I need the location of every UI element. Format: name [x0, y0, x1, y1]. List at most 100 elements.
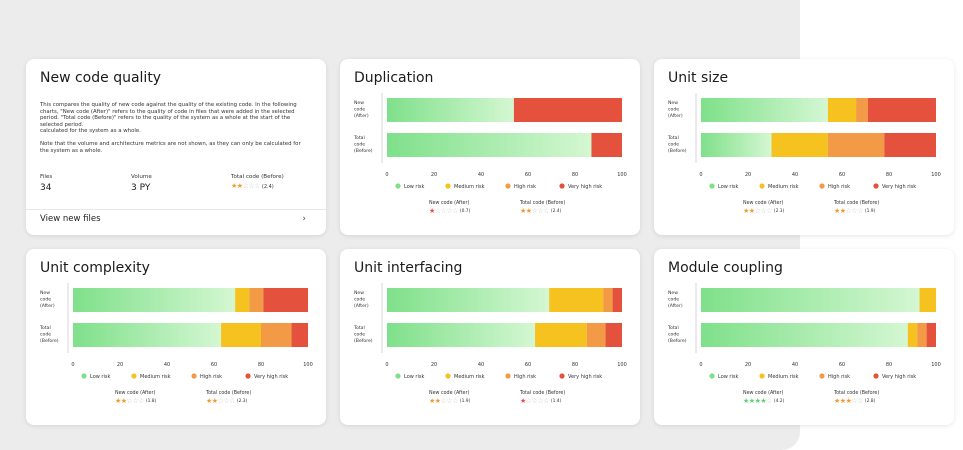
medium-risk-bar[interactable]: [919, 288, 936, 312]
files-label: Files: [40, 174, 53, 180]
star-empty-icon: ☆: [525, 397, 532, 405]
legend-label: Medium risk: [768, 184, 799, 190]
row-label: New: [40, 290, 50, 296]
medium-risk-bar[interactable]: [221, 323, 261, 347]
x-tick-label: 40: [792, 172, 798, 178]
x-tick-label: 80: [886, 362, 892, 368]
very-high-risk-bar[interactable]: [605, 323, 622, 347]
new-code-rating: New code (After) ★ ★ ☆ ☆ ☆ (1.8): [115, 391, 156, 405]
star-filled-icon: ★: [434, 397, 441, 405]
legend-label: Very high risk: [568, 374, 602, 380]
very-high-risk-bar[interactable]: [513, 98, 622, 122]
rating-label: New code (After): [429, 201, 470, 206]
star-empty-icon: ☆: [452, 397, 458, 405]
low-risk-bar[interactable]: [701, 98, 828, 122]
medium-risk-bar[interactable]: [235, 288, 250, 312]
row-label: code: [354, 142, 365, 148]
x-tick-label: 20: [745, 362, 751, 368]
star-empty-icon: ☆: [434, 207, 441, 215]
legend-label: High risk: [828, 184, 850, 190]
star-empty-icon: ☆: [851, 397, 858, 405]
medium-risk-bar[interactable]: [907, 323, 918, 347]
legend-label: High risk: [514, 184, 536, 190]
star-filled-icon: ★: [845, 397, 852, 405]
star-empty-icon: ☆: [531, 207, 538, 215]
low-risk-bar[interactable]: [387, 98, 514, 122]
star-filled-icon: ★: [231, 182, 237, 190]
unit-complexity-card: Unit complexity New code (After) Total code (B…: [26, 249, 326, 425]
view-new-files-link[interactable]: View new files: [40, 214, 101, 224]
high-risk-bar[interactable]: [917, 323, 927, 347]
star-filled-icon: ★: [520, 207, 526, 215]
very-high-risk-bar[interactable]: [884, 133, 936, 157]
x-tick-label: 100: [931, 172, 941, 178]
legend-swatch: [759, 183, 765, 189]
row-label: New: [668, 100, 678, 106]
high-risk-bar[interactable]: [856, 98, 868, 122]
x-tick-label: 20: [431, 172, 437, 178]
star-filled-icon: ★: [748, 397, 755, 405]
row-label: (After): [668, 303, 683, 309]
row-label: (After): [354, 113, 369, 119]
high-risk-bar[interactable]: [827, 133, 885, 157]
rating-score: (2.8): [864, 399, 876, 404]
very-high-risk-bar[interactable]: [612, 288, 622, 312]
medium-risk-bar[interactable]: [771, 133, 828, 157]
medium-risk-bar[interactable]: [535, 323, 587, 347]
high-risk-bar[interactable]: [603, 288, 613, 312]
star-filled-icon: ★: [743, 207, 749, 215]
star-rating: ★ ☆ ☆ ☆ ☆ (1.4): [520, 398, 565, 405]
total-code-rating: Total code (Before) ★ ★ ☆ ☆ ☆ (2.4): [520, 201, 565, 215]
star-filled-icon: ★: [236, 182, 243, 190]
star-filled-icon: ★: [525, 207, 532, 215]
low-risk-bar[interactable]: [387, 288, 550, 312]
high-risk-bar[interactable]: [249, 288, 264, 312]
low-risk-bar[interactable]: [701, 323, 908, 347]
medium-risk-bar[interactable]: [549, 288, 604, 312]
legend-label: Medium risk: [140, 374, 171, 380]
star-rating: ★ ★ ☆ ☆ ☆ (1.8): [115, 398, 156, 405]
new-code-rating: New code (After) ★ ★ ☆ ☆ ☆ (1.9): [429, 391, 470, 405]
x-tick-label: 20: [431, 362, 437, 368]
high-risk-bar[interactable]: [261, 323, 292, 347]
rating-label: New code (After): [743, 391, 784, 396]
legend-label: High risk: [828, 374, 850, 380]
low-risk-bar[interactable]: [701, 288, 920, 312]
star-filled-icon: ★: [834, 397, 840, 405]
star-filled-icon: ★: [429, 397, 435, 405]
star-empty-icon: ☆: [446, 397, 453, 405]
x-tick-label: 40: [164, 362, 170, 368]
star-empty-icon: ☆: [537, 207, 544, 215]
star-rating: ★ ★ ★ ☆ ☆ (2.8): [834, 398, 879, 405]
low-risk-bar[interactable]: [387, 323, 536, 347]
rating-label: Total code (Before): [206, 391, 252, 396]
very-high-risk-bar[interactable]: [926, 323, 936, 347]
low-risk-bar[interactable]: [73, 323, 222, 347]
total-code-stat: Total code (Before) ★ ★ ☆ ☆ ☆ (2.4): [231, 174, 284, 190]
very-high-risk-bar[interactable]: [263, 288, 308, 312]
star-empty-icon: ☆: [138, 397, 144, 405]
very-high-risk-bar[interactable]: [291, 323, 308, 347]
high-risk-bar[interactable]: [586, 323, 606, 347]
very-high-risk-bar[interactable]: [867, 98, 936, 122]
chevron-right-icon[interactable]: ›: [302, 214, 306, 224]
low-risk-bar[interactable]: [387, 133, 592, 157]
very-high-risk-bar[interactable]: [591, 133, 622, 157]
legend-label: Very high risk: [882, 374, 916, 380]
total-code-score: (2.4): [261, 183, 274, 190]
row-label: Total: [353, 135, 365, 141]
x-tick-label: 0: [71, 362, 74, 368]
star-empty-icon: ☆: [223, 397, 230, 405]
low-risk-bar[interactable]: [73, 288, 236, 312]
star-empty-icon: ☆: [452, 207, 458, 215]
medium-risk-bar[interactable]: [827, 98, 857, 122]
star-filled-icon: ★: [211, 397, 218, 405]
card-title: Duplication: [354, 70, 434, 86]
row-label: code: [668, 297, 679, 303]
legend-swatch: [505, 183, 511, 189]
low-risk-bar[interactable]: [701, 133, 772, 157]
legend-swatch: [709, 183, 715, 189]
x-tick-label: 80: [886, 172, 892, 178]
description: This compares the quality of new code ag…: [40, 102, 308, 160]
new-code-rating: New code (After) ★ ★ ☆ ☆ ☆ (2.3): [743, 201, 784, 215]
